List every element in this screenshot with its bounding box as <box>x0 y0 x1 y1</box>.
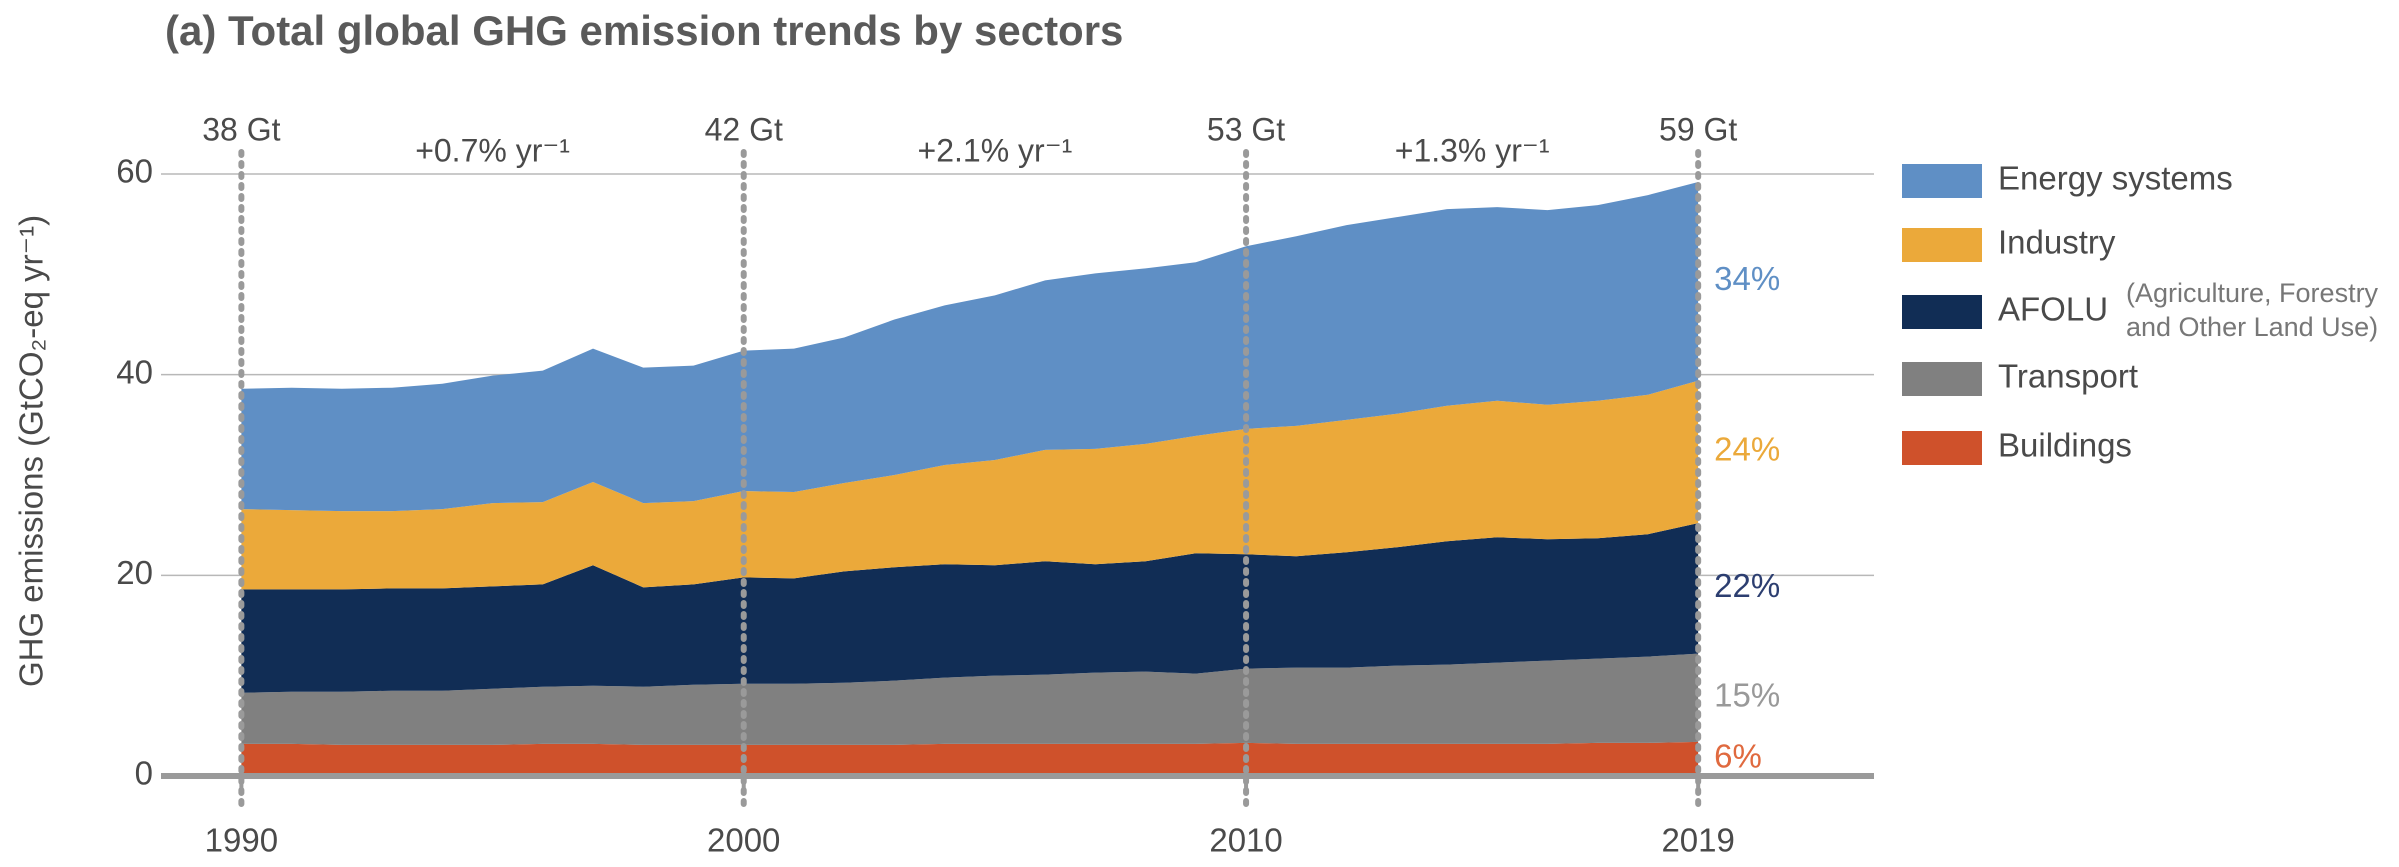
area <box>241 380 1699 590</box>
x-tick-label: 2010 <box>1209 822 1282 859</box>
share-label: 34% <box>1714 260 1780 297</box>
share-label: 15% <box>1714 676 1780 713</box>
share-label: 6% <box>1714 738 1762 775</box>
legend-swatch <box>1902 164 1982 198</box>
legend-label: AFOLU <box>1998 291 2108 328</box>
legend-note: (Agriculture, Forestry <box>2126 278 2379 308</box>
chart-title: (a) Total global GHG emission trends by … <box>165 7 1123 54</box>
y-tick-label: 0 <box>135 755 153 792</box>
area <box>241 741 1699 776</box>
legend-swatch <box>1902 228 1982 262</box>
x-tick-label: 1990 <box>205 822 278 859</box>
legend-label: Transport <box>1998 358 2138 395</box>
growth-label: +2.1% yr⁻¹ <box>918 132 1073 168</box>
x-tick-label: 2000 <box>707 822 780 859</box>
growth-label: +1.3% yr⁻¹ <box>1395 132 1550 168</box>
legend-label: Energy systems <box>1998 160 2233 197</box>
share-label: 22% <box>1714 567 1780 604</box>
y-tick-label: 40 <box>116 353 153 390</box>
y-axis-label: GHG emissions (GtCO₂-eq yr⁻¹) <box>13 215 50 687</box>
marker-label: 59 Gt <box>1659 111 1737 147</box>
marker-label: 38 Gt <box>202 111 280 147</box>
area <box>241 523 1699 693</box>
share-label: 24% <box>1714 431 1780 468</box>
marker-label: 53 Gt <box>1207 111 1285 147</box>
marker-label: 42 Gt <box>705 111 783 147</box>
legend-swatch <box>1902 362 1982 396</box>
area <box>241 182 1699 512</box>
area <box>241 653 1699 745</box>
y-tick-label: 60 <box>116 153 153 190</box>
legend-swatch <box>1902 431 1982 465</box>
x-tick-label: 2019 <box>1661 822 1734 859</box>
legend-note: and Other Land Use) <box>2126 312 2378 342</box>
legend-label: Buildings <box>1998 427 2132 464</box>
y-tick-label: 20 <box>116 554 153 591</box>
legend-label: Industry <box>1998 224 2116 261</box>
legend-swatch <box>1902 295 1982 329</box>
growth-label: +0.7% yr⁻¹ <box>415 132 570 168</box>
